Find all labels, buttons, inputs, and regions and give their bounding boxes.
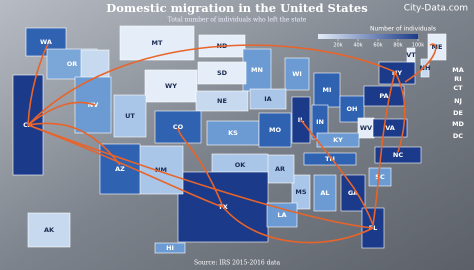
state-label: MO — [269, 126, 281, 134]
state-label: OH — [347, 105, 358, 113]
state — [372, 118, 408, 138]
state-label: NE — [217, 97, 227, 105]
subtitle: Total number of individuals who left the… — [168, 17, 307, 24]
state-label: DC — [453, 132, 463, 140]
state-label: KS — [228, 129, 238, 137]
state — [154, 110, 202, 144]
state-label: MA — [452, 66, 464, 74]
state-label: UT — [125, 112, 135, 120]
state-label: VT — [406, 51, 416, 59]
state-label: NJ — [454, 97, 462, 105]
legend-tick-label: 20k — [333, 43, 342, 49]
state-label: MD — [452, 120, 464, 128]
state-label: MI — [323, 86, 332, 94]
state-label: ME — [432, 43, 443, 51]
state — [154, 242, 186, 254]
state-label: VA — [385, 124, 395, 132]
state — [206, 120, 260, 146]
state — [197, 61, 247, 85]
state-label: SD — [217, 69, 228, 77]
state-label: HI — [166, 244, 174, 252]
state-label: WA — [40, 38, 52, 46]
legend-title: Number of individuals — [370, 26, 436, 33]
state-label: CO — [173, 123, 184, 131]
state-label: PA — [379, 92, 388, 100]
state — [119, 25, 195, 61]
state — [195, 90, 249, 112]
state — [265, 154, 295, 184]
state — [291, 174, 311, 210]
state-label: OR — [67, 60, 78, 68]
state-label: DE — [453, 109, 463, 117]
state-label: WY — [165, 82, 177, 90]
state-label: AR — [275, 165, 285, 173]
state-label: IN — [316, 118, 324, 126]
legend-tick-label: 80k — [393, 43, 402, 49]
state — [27, 212, 71, 248]
migration-arrows — [27, 43, 437, 244]
state — [284, 57, 310, 91]
source: Source: IRS 2015-2016 data — [194, 260, 281, 267]
state — [374, 146, 422, 164]
state — [378, 61, 416, 85]
state — [144, 69, 198, 103]
state-label: MN — [251, 66, 263, 74]
state — [427, 33, 447, 61]
state-label: NH — [420, 64, 431, 72]
title: Domestic migration in the United States — [106, 1, 367, 15]
states: WAORMTNDMNWIMINYVTNHMEIDWYSDIANENVUTCOKS… — [12, 25, 447, 254]
state — [406, 47, 416, 63]
legend-tick-label: 60k — [373, 43, 382, 49]
state-label: NY — [392, 69, 402, 77]
state-label: MT — [152, 39, 163, 47]
state — [258, 112, 292, 148]
state-label: RI — [454, 75, 461, 83]
legend-bar — [318, 34, 418, 39]
state-label: AL — [320, 189, 329, 197]
state — [340, 174, 366, 212]
state-label: SC — [375, 173, 385, 181]
state-label: IA — [264, 95, 271, 103]
state — [249, 88, 287, 110]
legend-tick-label: 40k — [353, 43, 362, 49]
state-label: NM — [155, 166, 167, 174]
state-label: KY — [333, 136, 343, 144]
state-label: NC — [393, 151, 403, 159]
legend-tick-label: 100k — [412, 43, 425, 49]
state — [339, 95, 365, 123]
state — [313, 72, 341, 108]
state-label: AK — [44, 226, 55, 234]
state — [266, 202, 298, 228]
state-label: CT — [453, 84, 463, 92]
state — [420, 58, 430, 78]
state — [313, 174, 337, 212]
state-label: LA — [277, 211, 286, 219]
state-label: TN — [325, 155, 335, 163]
state-label: GA — [348, 189, 358, 197]
state-label: WI — [292, 70, 302, 78]
watermark: City-Data.com — [404, 4, 468, 14]
state-label: MS — [295, 188, 306, 196]
state-label: OK — [235, 161, 247, 169]
state-label: WV — [360, 124, 372, 132]
state — [113, 94, 147, 138]
state — [74, 76, 112, 134]
state-label: AZ — [115, 165, 125, 173]
state — [303, 152, 357, 166]
